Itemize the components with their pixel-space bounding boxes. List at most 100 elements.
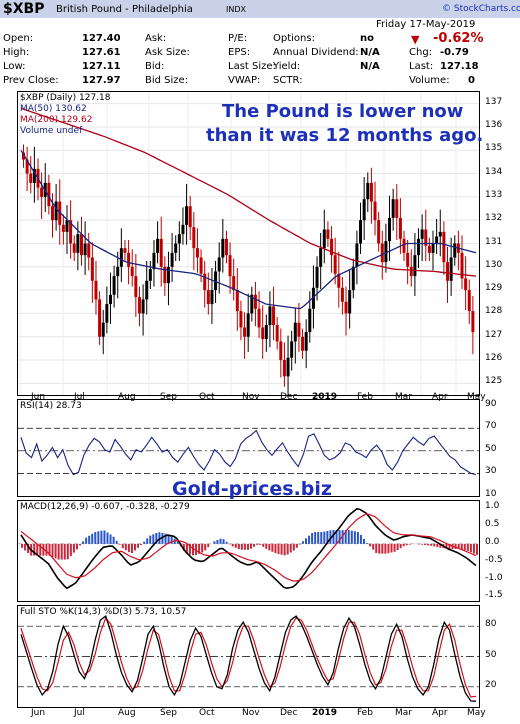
y-tick-label: 133 [485,189,503,200]
x-tick-label: Sep [160,708,177,718]
macd-histogram-bar [375,543,378,553]
macd-histogram-bar [320,532,323,544]
candle-body [246,313,250,337]
candle-body [199,257,203,274]
macd-histogram-bar [182,543,185,551]
macd-histogram-bar [201,543,204,553]
macd-histogram-bar [88,535,91,544]
macd-histogram-bar [463,543,466,551]
candle-body [322,229,326,249]
macd-histogram-bar [356,531,359,544]
macd-y-tick: 0.5 [485,519,500,529]
macd-histogram-bar [207,543,210,548]
candle-body [464,278,468,291]
watermark: Gold-prices.biz [172,478,332,500]
candle-body [402,238,406,253]
macd-histogram-bar [378,543,381,554]
candle-body [239,311,243,328]
candle-body [373,201,377,221]
x-tick-label: Dec [280,392,298,402]
candle-body [188,206,192,228]
macd-histogram-bar [308,535,311,544]
macd-histogram-bar [237,543,240,550]
candle-body [442,231,446,263]
candle-body [286,357,290,377]
sto-y-tick: 50 [485,649,497,660]
macd-histogram-bar [271,543,274,552]
candle-body [108,294,112,305]
candle-body [32,168,36,183]
macd-histogram-bar [97,531,100,544]
macd-histogram-bar [106,532,109,544]
macd-histogram-bar [149,535,152,544]
quote-label: Low: [3,61,26,72]
candle-body [130,266,134,277]
rsi-line [20,429,477,476]
candle-body [377,220,381,244]
macd-histogram-bar [366,542,369,544]
candle-body [279,341,283,361]
candle-body [431,243,435,253]
macd-histogram-bar [335,530,338,544]
candle-body [159,238,163,267]
candle-body [304,332,308,351]
macd-histogram-bar [60,543,63,560]
macd-histogram-bar [54,543,57,559]
macd-histogram-bar [469,543,472,553]
macd-histogram-bar [188,543,191,555]
macd-histogram-bar [170,536,173,544]
macd-histogram-bar [454,543,457,549]
macd-histogram-bar [292,543,295,551]
x-tick-label: Mar [395,392,412,402]
macd-histogram-bar [460,543,463,550]
x-tick-label: Nov [242,392,260,402]
macd-histogram-bar [433,543,436,547]
x-tick-label: 2019 [312,708,338,718]
candle-body [47,182,51,207]
macd-histogram-bar [317,532,320,544]
candle-body [25,159,29,174]
rsi-y-tick: 50 [485,443,497,454]
legend-price: $XBP (Daily) 127.18 [20,93,111,103]
macd-histogram-bar [100,530,103,544]
candle-body [163,266,167,284]
sto-d-line [20,616,477,698]
macd-histogram-bar [161,532,164,544]
candle-body [369,182,373,202]
quote-value: no [360,33,374,44]
macd-histogram-bar [268,543,271,551]
candle-body [409,266,413,277]
candle-body [185,206,189,225]
y-tick-label: 131 [485,236,503,247]
macd-histogram-bar [363,538,366,544]
quote-label: Open: [3,33,34,44]
macd-histogram-bar [430,543,433,546]
macd-histogram-bar [158,532,161,544]
macd-histogram-bar [332,530,335,544]
macd-histogram-bar [250,543,253,549]
candle-body [210,290,214,305]
macd-histogram-bar [289,543,292,553]
annotation-line-2: than it was 12 months ago. [206,125,484,146]
ma200-line [20,107,477,277]
quote-label: Last Size: [228,61,276,72]
rsi-y-tick: 70 [485,421,497,432]
sto-k-line [20,615,477,702]
macd-histogram-bar [472,543,475,554]
macd-histogram-bar [36,543,39,556]
macd-histogram-bar [359,534,362,544]
candle-body [268,306,272,326]
candle-body [413,255,417,277]
candle-body [398,217,402,239]
macd-histogram-bar [45,543,48,556]
macd-histogram-bar [192,543,195,556]
macd-histogram-bar [256,543,259,545]
candle-body [467,290,471,312]
macd-chart [18,507,479,590]
candle-body [156,238,160,253]
sto-y-tick: 80 [485,619,497,630]
candle-body [435,236,439,244]
macd-histogram-bar [295,543,298,548]
macd-histogram-bar [127,543,130,553]
legend-ma200: MA(200) 129.62 [20,115,93,125]
